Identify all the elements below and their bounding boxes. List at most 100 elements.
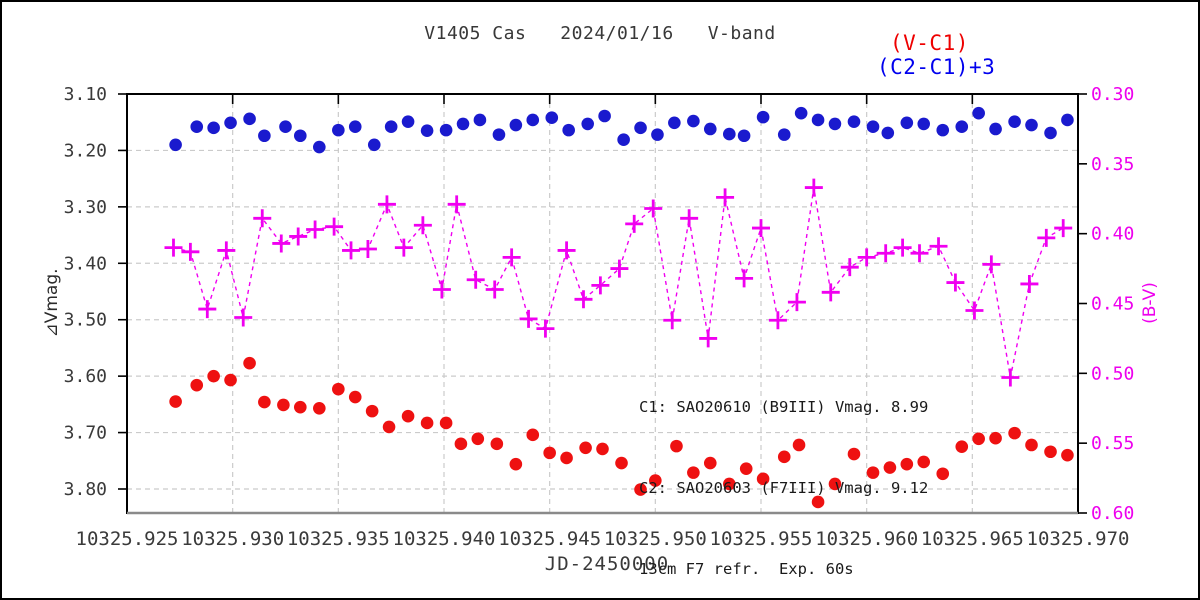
data-point <box>224 373 237 387</box>
data-point <box>348 390 362 404</box>
data-point <box>348 120 362 134</box>
data-point <box>234 308 253 327</box>
data-point <box>946 273 965 292</box>
data-point <box>377 195 396 214</box>
data-point <box>804 178 823 197</box>
yright-tick-label: 0.55 <box>1091 433 1134 454</box>
data-point <box>989 122 1002 136</box>
data-point <box>509 457 523 471</box>
series-c2c13 <box>169 106 1074 154</box>
data-point <box>883 461 897 474</box>
data-point <box>384 120 398 134</box>
data-point <box>1037 228 1056 247</box>
data-point <box>989 431 1002 445</box>
data-point <box>217 241 236 260</box>
data-point <box>972 432 985 446</box>
data-point <box>253 209 272 228</box>
data-point <box>866 466 880 479</box>
data-point <box>1008 115 1021 128</box>
legend-item-c2-c1-plus-3: (C2-C1)+3 <box>877 55 996 79</box>
x-tick-label: 10325.935 <box>287 528 390 550</box>
yleft-tick-label: 3.40 <box>64 253 107 274</box>
data-point <box>917 455 931 469</box>
x-tick-label: 10325.965 <box>921 528 1024 550</box>
data-point <box>735 269 754 288</box>
data-point <box>794 106 808 120</box>
data-point <box>687 114 700 128</box>
data-point <box>293 129 307 143</box>
data-point <box>881 126 895 140</box>
data-point <box>289 227 308 246</box>
data-point <box>768 311 787 330</box>
data-point <box>560 451 573 465</box>
data-point <box>936 123 950 137</box>
data-point <box>293 400 307 414</box>
data-point <box>847 115 861 128</box>
data-point <box>699 329 718 348</box>
x-tick-label: 10325.970 <box>1027 528 1130 550</box>
annotation-line-c1: C1: SAO20610 (B9III) Vmag. 8.99 <box>639 398 929 416</box>
data-point <box>972 106 985 120</box>
data-point <box>723 127 736 141</box>
data-point <box>466 270 485 289</box>
yright-tick-labels: 0.30 0.35 0.40 0.45 0.50 0.55 0.60 <box>1091 84 1134 524</box>
data-point <box>526 428 540 442</box>
data-point <box>190 378 204 392</box>
x-tick-labels: 10325.925 10325.930 10325.935 10325.940 1032… <box>76 528 1130 550</box>
data-point <box>243 356 256 370</box>
data-point <box>207 121 220 135</box>
yleft-tick-label: 3.10 <box>64 84 107 105</box>
data-point <box>490 437 504 451</box>
data-point <box>545 111 559 124</box>
data-point <box>401 115 415 128</box>
axis-ticks <box>118 93 1087 514</box>
x-tick-label: 10325.960 <box>815 528 918 550</box>
data-point <box>562 123 575 137</box>
annotation-block: C1: SAO20610 (B9III) Vmag. 8.99 C2: SAO2… <box>639 340 929 598</box>
data-point <box>739 462 753 475</box>
yleft-tick-label: 3.60 <box>64 366 107 387</box>
yright-tick-label: 0.35 <box>1091 154 1134 175</box>
data-point <box>394 238 413 257</box>
data-point <box>313 140 326 154</box>
annotation-line-telescope: 13cm F7 refr. Exp. 60s <box>639 560 854 578</box>
data-point <box>1008 426 1021 440</box>
data-point <box>485 280 504 299</box>
data-point <box>579 441 592 455</box>
data-point <box>492 128 506 141</box>
data-point <box>617 133 630 147</box>
data-point <box>752 219 770 238</box>
data-point <box>332 382 345 396</box>
data-point <box>680 209 699 228</box>
data-point <box>777 128 791 141</box>
yright-tick-label: 0.60 <box>1091 503 1134 524</box>
data-point <box>756 110 770 124</box>
data-point <box>456 117 470 131</box>
x-tick-label: 10325.955 <box>710 528 813 550</box>
data-point <box>574 290 593 309</box>
data-point <box>358 240 377 259</box>
data-point <box>365 404 379 418</box>
data-point <box>258 129 271 143</box>
data-point <box>828 117 842 131</box>
data-point <box>1061 113 1074 127</box>
data-point <box>181 242 200 261</box>
data-point <box>1044 445 1057 459</box>
data-point <box>910 244 929 263</box>
data-point <box>828 477 842 491</box>
data-point <box>420 124 434 137</box>
data-point <box>272 234 291 253</box>
data-point <box>821 283 840 302</box>
data-point <box>651 128 664 141</box>
data-point <box>929 237 948 256</box>
data-point <box>687 466 700 479</box>
data-point <box>313 402 326 415</box>
data-point <box>634 121 647 135</box>
data-point <box>716 188 735 207</box>
data-point <box>591 276 610 295</box>
data-point <box>306 220 325 239</box>
data-point <box>243 112 256 126</box>
data-point <box>955 120 969 134</box>
data-point <box>634 483 647 496</box>
